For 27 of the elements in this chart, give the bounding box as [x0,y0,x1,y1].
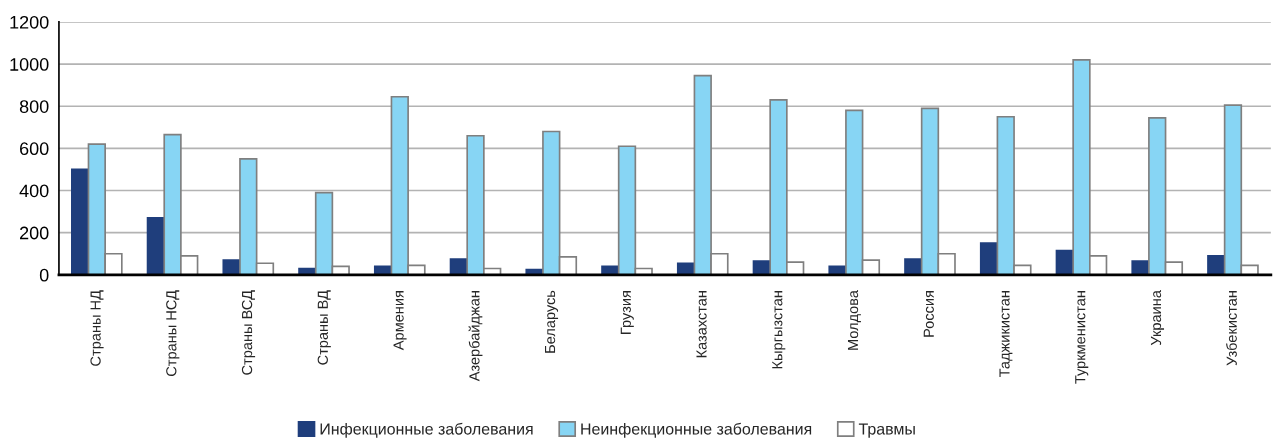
x-tick-label: Туркменистан [1075,291,1089,384]
x-tick-label: Беларусь [545,290,559,353]
y-tick-label: 600 [20,142,49,156]
x-tick-label: Страны НД [90,290,104,366]
y-tick-label: 200 [20,226,49,240]
x-tick-label: Страны ВСД [241,290,256,375]
x-tick-label: Таджикистан [999,291,1013,378]
legend-label: Неинфекционные заболевания [581,422,812,438]
x-tick-label: Армения [393,291,407,351]
legend-label: Инфекционные заболевания [320,422,533,438]
y-tick-label: 400 [19,184,49,198]
y-tick-label: 1200 [10,15,49,29]
y-tick-label: 1000 [10,58,49,71]
x-tick-label: Азербайджан [468,291,483,382]
y-tick-label: 0 [39,268,49,282]
y-tick-label: 800 [19,100,49,113]
x-tick-label: Страны НСД [166,290,180,376]
legend-label: Травмы [858,423,915,438]
x-tick-label: Узбекистан [1226,291,1237,366]
x-tick-label: Казахстан [696,291,707,358]
x-tick-label: Кыргызстан [772,291,786,369]
x-tick-label: Россия [923,291,934,337]
x-tick-label: Грузия [620,291,634,334]
x-tick-label: Украина [1150,290,1165,346]
x-tick-label: Молдова [847,290,861,350]
bar [70,168,90,275]
x-tick-label: Страны ВД [317,290,331,365]
